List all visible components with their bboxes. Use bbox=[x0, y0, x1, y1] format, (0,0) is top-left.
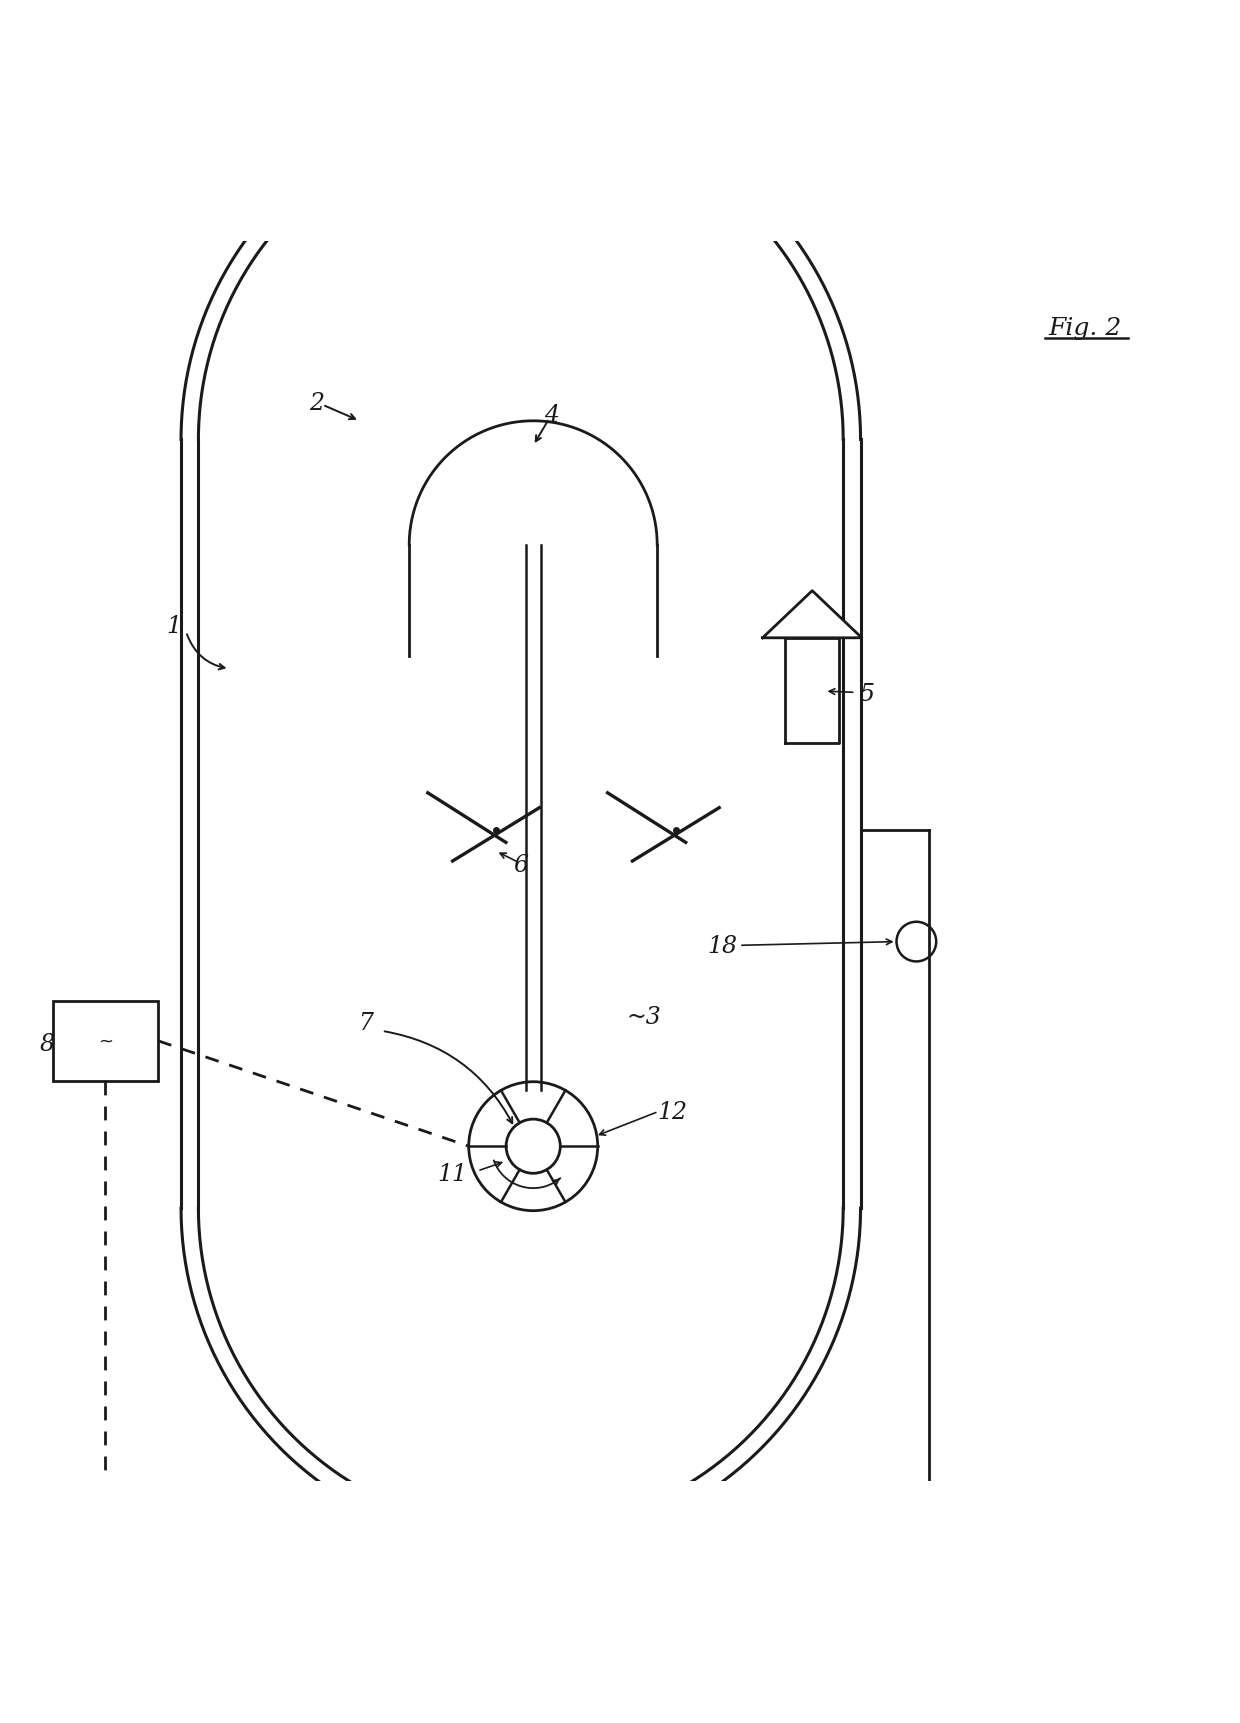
Text: 1: 1 bbox=[166, 615, 181, 638]
Text: 18: 18 bbox=[708, 934, 738, 958]
Text: Fig. 2: Fig. 2 bbox=[1048, 317, 1122, 339]
Text: 2: 2 bbox=[309, 391, 324, 415]
Text: ~3: ~3 bbox=[626, 1005, 661, 1029]
FancyBboxPatch shape bbox=[52, 1001, 159, 1082]
Polygon shape bbox=[763, 591, 862, 639]
Text: 4: 4 bbox=[544, 403, 559, 427]
Text: 7: 7 bbox=[358, 1011, 373, 1034]
Text: 8: 8 bbox=[40, 1032, 55, 1054]
Text: ~: ~ bbox=[98, 1032, 113, 1051]
Text: 12: 12 bbox=[657, 1101, 687, 1123]
Text: 5: 5 bbox=[859, 682, 874, 706]
Text: 6: 6 bbox=[513, 853, 528, 877]
Text: 11: 11 bbox=[438, 1163, 467, 1185]
Polygon shape bbox=[785, 639, 839, 744]
